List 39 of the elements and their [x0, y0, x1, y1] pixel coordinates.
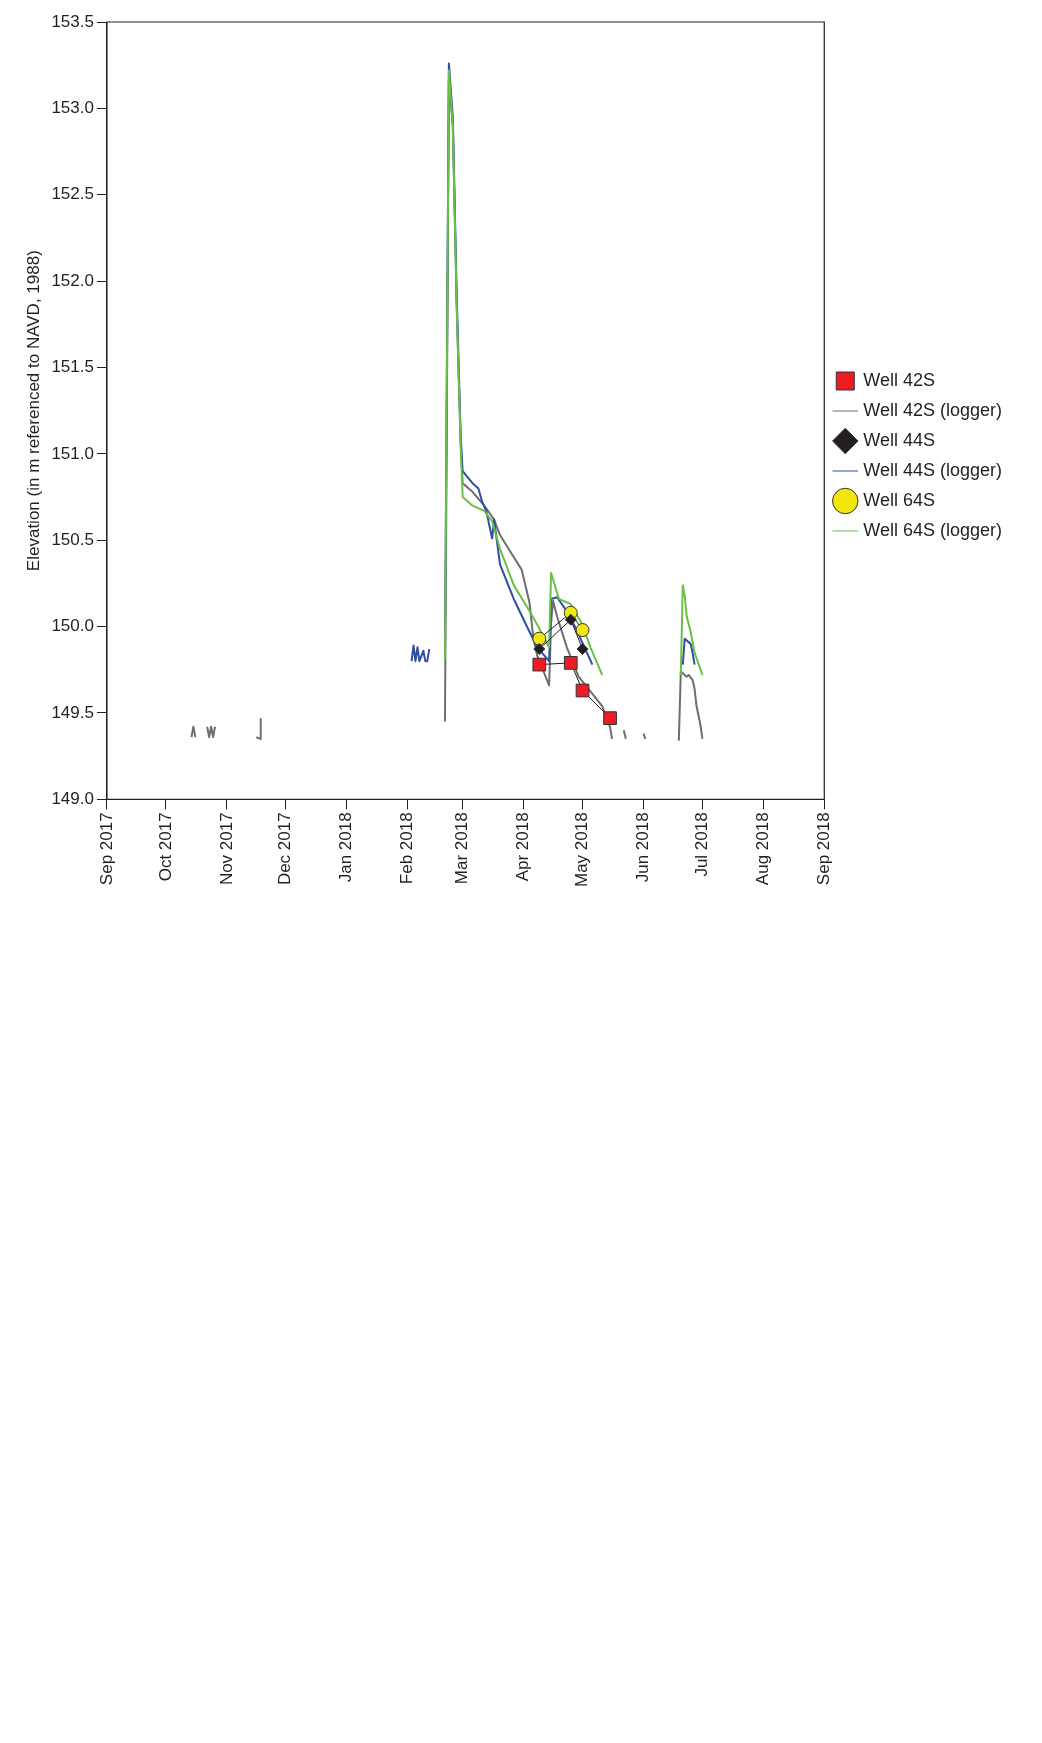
y-tick-label: 149.5 — [51, 702, 94, 722]
y-tick-label: 150.0 — [51, 616, 94, 636]
y-tick-label: 151.0 — [51, 443, 94, 463]
y-tick-label: 152.5 — [51, 184, 94, 204]
legend-label: Well 44S — [863, 429, 935, 450]
y-tick-label: 150.5 — [51, 529, 94, 549]
x-tick-label: Feb 2018 — [397, 812, 417, 885]
x-tick-label: Jan 2018 — [336, 812, 356, 883]
x-tick-label: Jun 2018 — [633, 812, 653, 883]
x-tick-label: Sep 2018 — [813, 812, 833, 886]
point — [532, 631, 547, 646]
x-tick-label: Apr 2018 — [513, 812, 533, 882]
y-tick-label: 153.0 — [51, 98, 94, 118]
x-tick-label: Aug 2018 — [753, 812, 773, 886]
point — [564, 613, 577, 626]
legend-label: Well 42S (logger) — [863, 399, 1003, 420]
y-tick-label: 153.5 — [51, 11, 94, 31]
legend-label: Well 44S (logger) — [863, 459, 1003, 480]
x-tick-label: Dec 2017 — [275, 812, 295, 886]
point — [533, 643, 546, 656]
x-tick-label: Mar 2018 — [452, 812, 472, 885]
y-axis-title: Elevation (in m referenced to NAVD, 1988) — [23, 250, 43, 572]
y-tick-label: 152.0 — [51, 270, 94, 290]
x-tick-label: Nov 2017 — [216, 812, 236, 886]
legend-label: Well 42S — [863, 369, 935, 390]
x-tick-label: Oct 2017 — [155, 812, 175, 882]
x-tick-label: Jul 2018 — [692, 812, 712, 877]
point — [575, 623, 590, 638]
point — [563, 656, 578, 670]
y-tick-label: 151.5 — [51, 357, 94, 377]
point — [532, 657, 547, 672]
point — [603, 711, 617, 726]
point — [575, 683, 590, 698]
x-tick-label: May 2018 — [572, 812, 592, 888]
point — [576, 643, 589, 656]
legend-label: Well 64S — [863, 489, 935, 510]
x-tick-label: Sep 2017 — [96, 812, 116, 886]
legend-label: Well 64S (logger) — [863, 519, 1003, 540]
y-tick-label: 149.0 — [51, 789, 94, 809]
